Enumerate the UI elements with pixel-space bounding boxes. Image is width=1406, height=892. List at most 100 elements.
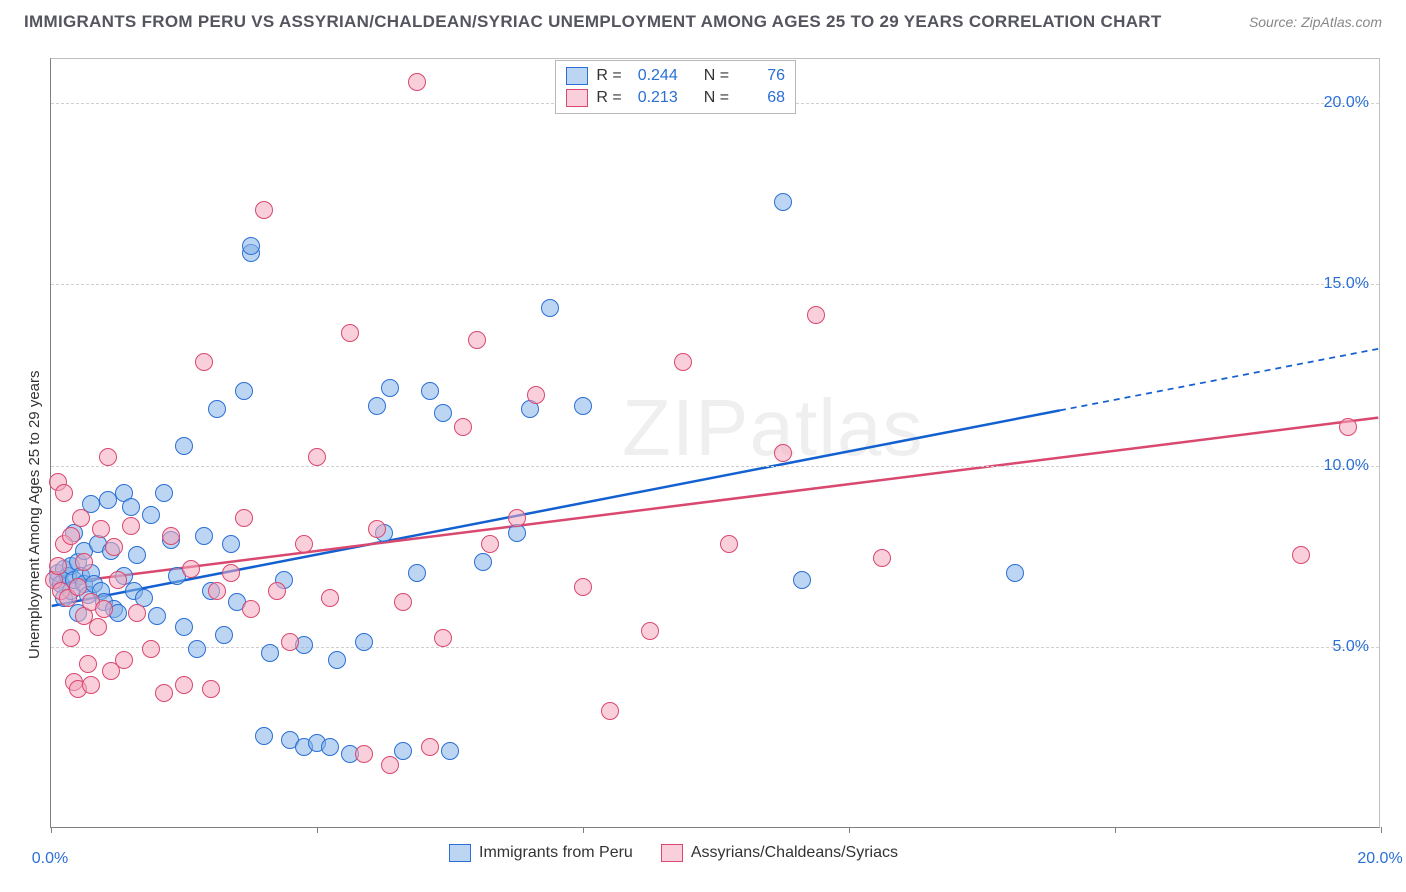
scatter-point-assyrian	[408, 73, 426, 91]
scatter-point-peru	[421, 382, 439, 400]
swatch-assyrian	[566, 89, 588, 107]
scatter-point-assyrian	[268, 582, 286, 600]
scatter-point-assyrian	[255, 201, 273, 219]
x-tick-mark	[51, 827, 52, 833]
trend-line-assyrian	[52, 418, 1379, 585]
scatter-point-peru	[222, 535, 240, 553]
scatter-point-assyrian	[368, 520, 386, 538]
x-tick-mark	[583, 827, 584, 833]
scatter-point-assyrian	[394, 593, 412, 611]
scatter-point-assyrian	[62, 629, 80, 647]
trend-lines	[51, 59, 1379, 827]
scatter-point-assyrian	[641, 622, 659, 640]
correlation-row-assyrian: R =0.213N =68	[566, 87, 785, 109]
chart-title: IMMIGRANTS FROM PERU VS ASSYRIAN/CHALDEA…	[24, 12, 1162, 32]
scatter-point-peru	[574, 397, 592, 415]
scatter-point-assyrian	[49, 557, 67, 575]
scatter-point-peru	[1006, 564, 1024, 582]
scatter-point-assyrian	[162, 527, 180, 545]
gridline	[51, 284, 1379, 285]
scatter-point-assyrian	[79, 655, 97, 673]
scatter-point-peru	[175, 437, 193, 455]
scatter-point-peru	[142, 506, 160, 524]
scatter-point-peru	[148, 607, 166, 625]
scatter-point-assyrian	[295, 535, 313, 553]
y-tick-label: 20.0%	[1324, 94, 1369, 112]
scatter-point-peru	[381, 379, 399, 397]
scatter-point-assyrian	[674, 353, 692, 371]
swatch-peru	[566, 67, 588, 85]
scatter-point-assyrian	[155, 684, 173, 702]
scatter-point-assyrian	[601, 702, 619, 720]
scatter-point-assyrian	[99, 448, 117, 466]
scatter-point-assyrian	[122, 517, 140, 535]
scatter-point-peru	[122, 498, 140, 516]
scatter-point-assyrian	[242, 600, 260, 618]
scatter-point-assyrian	[308, 448, 326, 466]
scatter-point-assyrian	[195, 353, 213, 371]
scatter-point-assyrian	[807, 306, 825, 324]
scatter-point-peru	[408, 564, 426, 582]
x-tick-mark	[1115, 827, 1116, 833]
y-tick-label: 15.0%	[1324, 275, 1369, 293]
y-axis-label: Unemployment Among Ages 25 to 29 years	[26, 370, 43, 659]
x-tick-mark	[1381, 827, 1382, 833]
scatter-point-assyrian	[381, 756, 399, 774]
scatter-point-assyrian	[1339, 418, 1357, 436]
gridline	[51, 466, 1379, 467]
scatter-point-peru	[261, 644, 279, 662]
scatter-point-assyrian	[95, 600, 113, 618]
scatter-point-assyrian	[355, 745, 373, 763]
scatter-point-peru	[175, 618, 193, 636]
scatter-point-peru	[328, 651, 346, 669]
correlation-row-peru: R =0.244N =76	[566, 65, 785, 87]
scatter-point-assyrian	[421, 738, 439, 756]
x-tick-mark	[317, 827, 318, 833]
scatter-plot-area: ZIPatlas 5.0%10.0%15.0%20.0%	[50, 58, 1380, 828]
scatter-point-assyrian	[89, 618, 107, 636]
scatter-point-assyrian	[128, 604, 146, 622]
scatter-point-assyrian	[774, 444, 792, 462]
scatter-point-peru	[321, 738, 339, 756]
legend-item-peru: Immigrants from Peru	[449, 844, 633, 862]
series-legend: Immigrants from Peru Assyrians/Chaldeans/…	[449, 844, 898, 862]
y-tick-label: 5.0%	[1333, 638, 1369, 656]
source-attribution: Source: ZipAtlas.com	[1249, 14, 1382, 30]
legend-item-assyrian: Assyrians/Chaldeans/Syriacs	[661, 844, 898, 862]
scatter-point-assyrian	[55, 484, 73, 502]
scatter-point-assyrian	[468, 331, 486, 349]
legend-label: Assyrians/Chaldeans/Syriacs	[691, 844, 898, 862]
scatter-point-assyrian	[321, 589, 339, 607]
n-label: N =	[704, 67, 729, 85]
y-tick-label: 10.0%	[1324, 457, 1369, 475]
scatter-point-assyrian	[281, 633, 299, 651]
scatter-point-assyrian	[82, 676, 100, 694]
correlation-legend: R =0.244N =76R =0.213N =68	[555, 60, 796, 114]
scatter-point-assyrian	[341, 324, 359, 342]
scatter-point-peru	[774, 193, 792, 211]
scatter-point-assyrian	[454, 418, 472, 436]
trend-line-peru	[52, 410, 1060, 606]
scatter-point-peru	[541, 299, 559, 317]
scatter-point-assyrian	[202, 680, 220, 698]
scatter-point-assyrian	[62, 527, 80, 545]
scatter-point-assyrian	[92, 520, 110, 538]
n-value: 76	[737, 67, 785, 85]
scatter-point-assyrian	[720, 535, 738, 553]
scatter-point-assyrian	[105, 538, 123, 556]
scatter-point-assyrian	[873, 549, 891, 567]
scatter-point-assyrian	[72, 509, 90, 527]
scatter-point-assyrian	[1292, 546, 1310, 564]
scatter-point-assyrian	[208, 582, 226, 600]
legend-label: Immigrants from Peru	[479, 844, 633, 862]
scatter-point-assyrian	[235, 509, 253, 527]
trend-line-peru-extrapolated	[1060, 349, 1378, 411]
scatter-point-peru	[128, 546, 146, 564]
x-tick-mark	[849, 827, 850, 833]
title-bar: IMMIGRANTS FROM PERU VS ASSYRIAN/CHALDEA…	[24, 12, 1382, 32]
scatter-point-assyrian	[182, 560, 200, 578]
scatter-point-assyrian	[175, 676, 193, 694]
scatter-point-peru	[793, 571, 811, 589]
scatter-point-assyrian	[574, 578, 592, 596]
swatch-assyrian	[661, 844, 683, 862]
